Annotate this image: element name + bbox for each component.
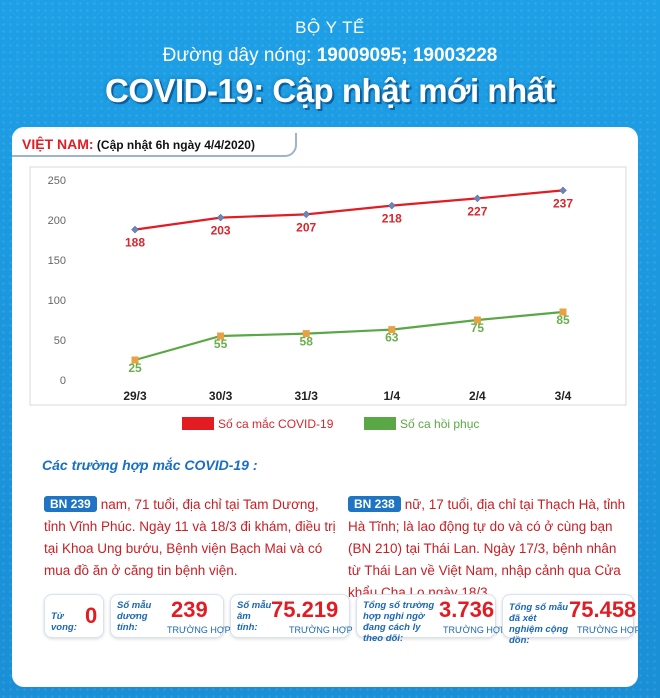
- data-label: 237: [553, 196, 573, 210]
- data-point: [559, 186, 567, 195]
- stat-value: 75.458: [569, 597, 637, 622]
- data-label: 25: [128, 361, 142, 375]
- stat-value: 0: [85, 603, 98, 628]
- stat-unit: TRƯỜNG HỢP: [289, 625, 353, 635]
- y-tick-label: 250: [48, 175, 66, 187]
- data-point: [473, 194, 482, 203]
- case-description: nữ, 17 tuổi, địa chỉ tại Thạch Hà, tỉnh …: [348, 497, 626, 600]
- stat-negative: Số mẫu âm tính: 75.219 TRƯỜNG HỢP: [230, 594, 353, 638]
- stat-isolation: Tổng số trường hợp nghi ngờ đang cách ly…: [356, 594, 507, 644]
- case-description: nam, 71 tuổi, địa chỉ tại Tam Dương, tỉn…: [44, 497, 336, 578]
- data-label: 203: [211, 224, 231, 238]
- data-label: 227: [467, 204, 487, 218]
- data-point: [559, 308, 567, 316]
- case-badge: BN 239: [44, 496, 97, 512]
- stat-label: Số mẫu dương tính:: [117, 600, 152, 633]
- hotline-numbers: 19009095; 19003228: [316, 45, 498, 66]
- case-badge: BN 238: [348, 496, 401, 512]
- update-note: (Cập nhật 6h ngày 4/4/2020): [96, 138, 255, 152]
- y-tick-label: 150: [48, 255, 66, 267]
- data-label: 207: [296, 220, 316, 234]
- data-point: [131, 356, 139, 364]
- stat-value: 75.219: [271, 597, 339, 622]
- legend-swatch: [364, 417, 396, 430]
- data-label: 55: [214, 337, 228, 351]
- stat-positive: Số mẫu dương tính: 239 TRƯỜNG HỢP: [110, 594, 231, 638]
- stat-label: Tổng số trường hợp nghi ngờ đang cách ly…: [363, 600, 435, 644]
- data-point: [387, 201, 396, 210]
- stat-label: Tổng số mẫu đã xét nghiệm cộng dồn:: [509, 602, 569, 646]
- country-tab: VIỆT NAM: (Cập nhật 6h ngày 4/4/2020): [12, 133, 297, 157]
- cases-title: Các trường hợp mắc COVID-19 :: [42, 457, 258, 473]
- line-chart: 0 50 100 150 200 250 29/3 30/3 31/3 1/4 2/4 3/4 188 2…: [29, 166, 627, 431]
- data-point: [473, 316, 481, 324]
- data-point: [302, 330, 310, 338]
- x-tick-label: 29/3: [123, 389, 147, 403]
- y-tick-label: 100: [48, 295, 66, 307]
- y-tick-label: 200: [48, 215, 66, 227]
- hotline: Đường dây nóng: 19009095; 19003228: [0, 45, 660, 67]
- data-label: 188: [125, 236, 145, 250]
- country-label: VIỆT NAM:: [22, 136, 94, 152]
- stat-label: Tử vong:: [51, 611, 77, 633]
- data-point: [217, 332, 225, 340]
- stat-unit: TRƯỜNG HỢP: [577, 625, 638, 635]
- data-point: [388, 326, 396, 334]
- stat-tested: Tổng số mẫu đã xét nghiệm cộng dồn: 75.4…: [502, 594, 638, 646]
- stat-value: 239: [171, 597, 208, 622]
- x-tick-label: 1/4: [383, 389, 400, 403]
- case-bn239: BN 239 nam, 71 tuổi, địa chỉ tại Tam Dươn…: [44, 494, 336, 582]
- data-label: 58: [300, 335, 314, 349]
- data-label: 85: [556, 313, 570, 327]
- stat-deaths: Tử vong: 0: [44, 594, 104, 638]
- case-bn238: BN 238 nữ, 17 tuổi, địa chỉ tại Thạch Hà,…: [348, 494, 630, 604]
- data-label: 75: [471, 321, 485, 335]
- x-tick-label: 2/4: [469, 389, 486, 403]
- data-label: 218: [382, 212, 402, 226]
- stat-label: Số mẫu âm tính:: [237, 600, 272, 633]
- content-card: VIỆT NAM: (Cập nhật 6h ngày 4/4/2020) 0 5…: [12, 127, 638, 687]
- x-tick-label: 30/3: [209, 389, 233, 403]
- x-tick-label: 3/4: [555, 389, 572, 403]
- legend-label: Số ca hồi phục: [400, 417, 479, 431]
- x-tick-label: 31/3: [295, 389, 319, 403]
- y-tick-label: 50: [54, 335, 66, 347]
- data-label: 63: [385, 331, 399, 345]
- page-title: COVID-19: Cập nhật mới nhất: [105, 72, 556, 109]
- legend-label: Số ca mắc COVID-19: [218, 416, 334, 431]
- y-tick-label: 0: [60, 375, 66, 387]
- data-point: [131, 225, 139, 234]
- chart-frame: [29, 166, 627, 406]
- ministry-name: BỘ Y TẾ: [295, 18, 365, 37]
- series-line-0: [134, 189, 564, 231]
- stat-value: 3.736: [439, 597, 495, 622]
- hotline-label: Đường dây nóng:: [162, 45, 312, 66]
- data-point: [216, 213, 225, 222]
- series-line-1: [134, 310, 564, 362]
- stat-unit: TRƯỜNG HỢP: [167, 625, 231, 635]
- data-point: [302, 210, 311, 219]
- stat-unit: TRƯỜNG HỢP: [443, 625, 507, 635]
- legend-swatch: [182, 417, 214, 430]
